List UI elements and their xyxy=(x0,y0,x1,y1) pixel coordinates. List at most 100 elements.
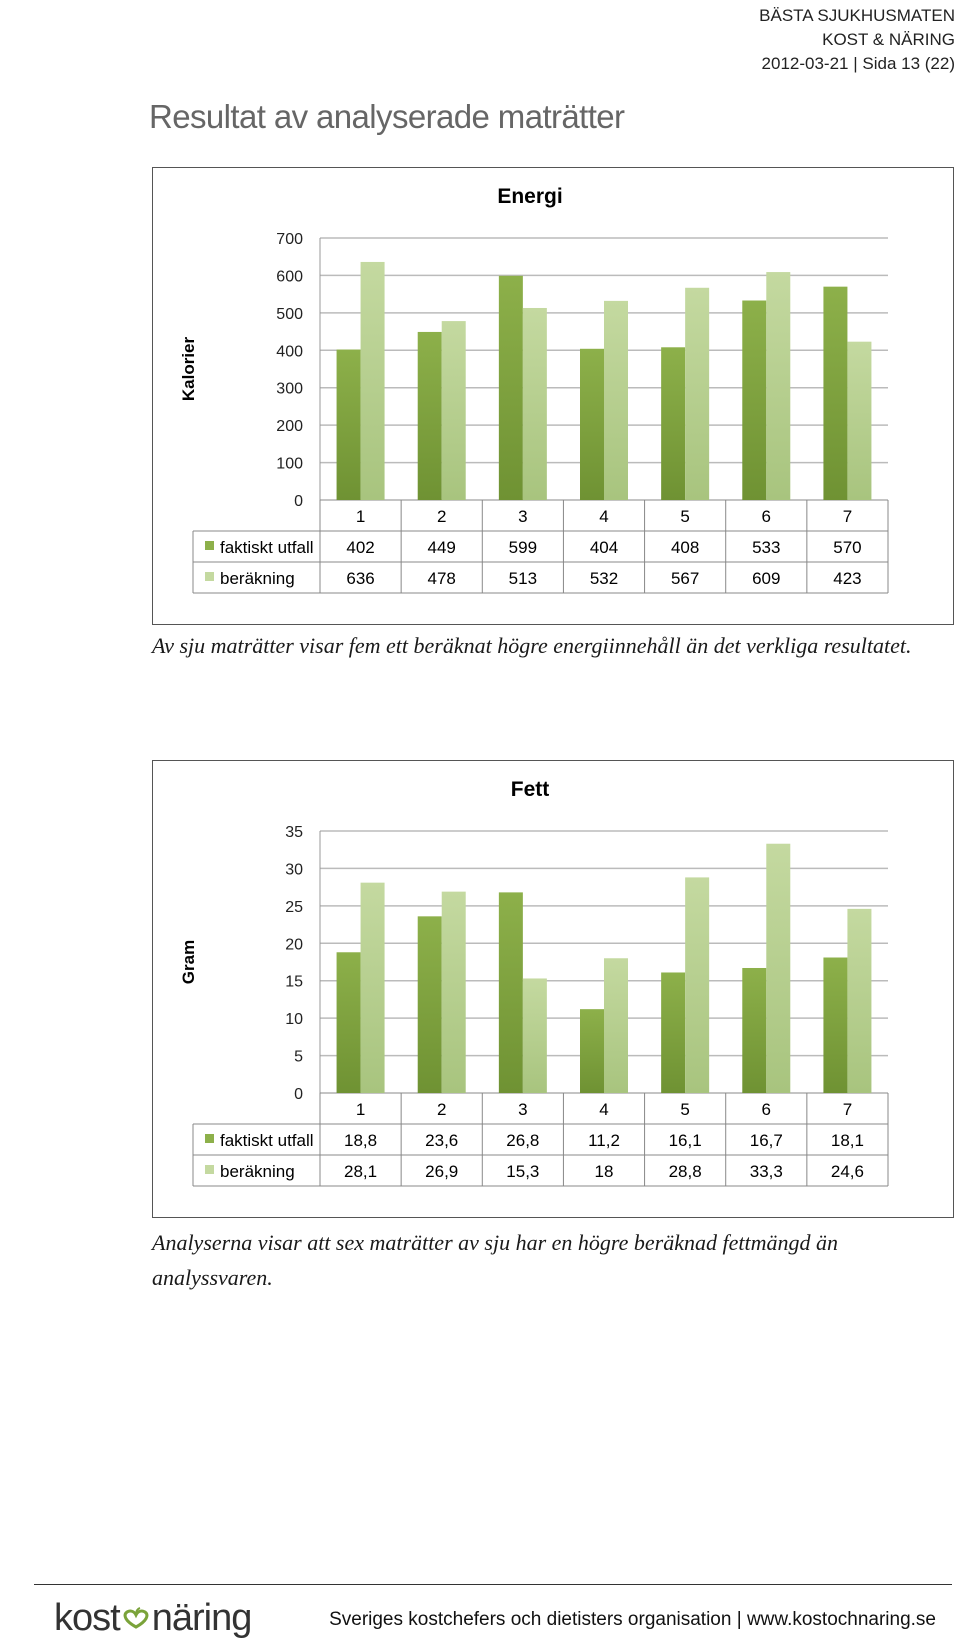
energi-bar-faktiskt xyxy=(580,348,604,500)
header-separator: | xyxy=(853,54,863,73)
energi-data-label: 636 xyxy=(346,569,374,588)
fett-y-axis-label: Gram xyxy=(179,940,198,984)
energi-x-category-label: 6 xyxy=(762,507,771,526)
fett-data-label: 26,9 xyxy=(425,1162,458,1181)
fett-y-tick-label: 5 xyxy=(294,1049,303,1066)
energi-data-label: 599 xyxy=(509,538,537,557)
energi-legend-swatch xyxy=(205,541,214,550)
header-date-page: 2012-03-21 | Sida 13 (22) xyxy=(759,52,955,76)
energi-data-label: 423 xyxy=(833,569,861,588)
fett-chart-svg: Fett Gram 0 5 10 15 20 25 30 35 1 2 3 4 5 6 7 faktiskt ut… xyxy=(179,778,889,1187)
footer-divider xyxy=(34,1584,952,1585)
energi-bar-faktiskt xyxy=(417,331,442,500)
fett-bar-faktiskt xyxy=(823,957,848,1093)
fett-legend-label: beräkning xyxy=(220,1162,295,1181)
energi-x-category-label: 1 xyxy=(356,507,365,526)
energi-data-label: 478 xyxy=(428,569,456,588)
fett-y-tick-label: 15 xyxy=(285,974,303,991)
energi-legend-label: beräkning xyxy=(220,569,295,588)
energi-y-tick-label: 300 xyxy=(276,381,303,398)
fett-bar-berakning xyxy=(441,891,466,1093)
energi-y-axis-label: Kalorier xyxy=(179,336,198,401)
fett-legend-label: faktiskt utfall xyxy=(220,1131,314,1150)
fett-data-label: 23,6 xyxy=(425,1131,458,1150)
fett-data-label: 18 xyxy=(595,1162,614,1181)
footer-url: www.kostochnaring.se xyxy=(746,1609,936,1630)
fett-legend-swatch xyxy=(205,1165,214,1174)
fett-x-category-label: 5 xyxy=(680,1100,689,1119)
header-org: BÄSTA SJUKHUSMATEN xyxy=(759,6,955,25)
energi-chart: Energi Kalorier 0 100 200 300 400 500 600 700 1 2 3 4… xyxy=(152,167,954,625)
fett-x-category-label: 4 xyxy=(599,1100,608,1119)
fett-y-tick-label: 30 xyxy=(285,861,303,878)
page-title: Resultat av analyserade maträtter xyxy=(149,98,625,135)
fett-chart: Fett Gram 0 5 10 15 20 25 30 35 1 2 3 4 5 6 7 faktiskt ut… xyxy=(152,760,954,1218)
energi-chart-svg: Energi Kalorier 0 100 200 300 400 500 600 700 1 2 3 4… xyxy=(179,185,889,594)
energi-bar-berakning xyxy=(847,341,872,500)
fett-bar-faktiskt xyxy=(661,972,686,1093)
energi-x-category-label: 2 xyxy=(437,507,446,526)
energi-bar-faktiskt xyxy=(823,286,848,500)
fett-x-category-label: 1 xyxy=(356,1100,365,1119)
energi-y-tick-label: 100 xyxy=(276,456,303,473)
fett-y-tick-label: 35 xyxy=(285,824,303,841)
energi-legend-swatch xyxy=(205,572,214,581)
fett-data-label: 16,7 xyxy=(750,1131,783,1150)
fett-data-label: 18,1 xyxy=(831,1131,864,1150)
fett-data-label: 16,1 xyxy=(669,1131,702,1150)
energi-bar-berakning xyxy=(441,321,466,500)
energi-bar-berakning xyxy=(766,272,791,500)
fett-bar-berakning xyxy=(604,958,628,1093)
energi-y-tick-label: 700 xyxy=(276,231,303,248)
logo-text-left: kost xyxy=(54,1597,121,1639)
energi-data-label: 609 xyxy=(752,569,780,588)
energi-data-label: 533 xyxy=(752,538,780,557)
energi-bar-berakning xyxy=(360,261,385,500)
logo-text-right: näring xyxy=(151,1597,253,1639)
fett-y-tick-label: 10 xyxy=(285,1011,303,1028)
fett-bar-faktiskt xyxy=(580,1009,604,1093)
energi-y-tick-label: 400 xyxy=(276,343,303,360)
energi-bar-berakning xyxy=(604,300,628,500)
fett-x-category-label: 2 xyxy=(437,1100,446,1119)
heart-apple-icon xyxy=(123,1606,149,1629)
energi-data-label: 532 xyxy=(590,569,618,588)
fett-caption: Analyserna visar att sex maträtter av sj… xyxy=(152,1230,838,1290)
energi-y-tick-label: 600 xyxy=(276,268,303,285)
energi-data-label: 449 xyxy=(428,538,456,557)
footer-separator: | xyxy=(736,1609,747,1630)
energi-legend-label: faktiskt utfall xyxy=(220,538,314,557)
fett-bar-faktiskt xyxy=(336,952,361,1093)
fett-data-label: 11,2 xyxy=(588,1131,620,1150)
fett-x-category-label: 6 xyxy=(762,1100,771,1119)
energi-x-category-label: 7 xyxy=(843,507,852,526)
fett-data-label: 15,3 xyxy=(506,1162,539,1181)
fett-y-tick-label: 20 xyxy=(285,936,303,953)
fett-bar-berakning xyxy=(522,978,547,1093)
energi-chart-title: Energi xyxy=(497,185,562,208)
fett-bar-faktiskt xyxy=(742,967,767,1093)
energi-data-label: 408 xyxy=(671,538,699,557)
energi-bar-berakning xyxy=(522,307,547,500)
fett-y-tick-label: 25 xyxy=(285,899,303,916)
energi-y-tick-label: 500 xyxy=(276,306,303,323)
energi-caption: Av sju maträtter visar fem ett beräknat … xyxy=(152,633,912,658)
energi-x-category-label: 4 xyxy=(599,507,608,526)
fett-data-label: 18,8 xyxy=(344,1131,377,1150)
energi-bar-faktiskt xyxy=(742,300,767,500)
header-dept: KOST & NÄRING xyxy=(822,30,955,49)
fett-data-label: 33,3 xyxy=(750,1162,783,1181)
fett-data-label: 28,1 xyxy=(344,1162,377,1181)
energi-data-label: 402 xyxy=(346,538,374,557)
energi-data-label: 567 xyxy=(671,569,699,588)
fett-chart-title: Fett xyxy=(511,778,550,801)
footer-info: Sveriges kostchefers och dietisters orga… xyxy=(329,1609,936,1631)
fett-bar-berakning xyxy=(360,882,385,1093)
fett-bar-berakning xyxy=(685,877,710,1093)
energi-data-label: 404 xyxy=(590,538,618,557)
document-header: BÄSTA SJUKHUSMATEN KOST & NÄRING 2012-03… xyxy=(759,4,955,76)
fett-bar-faktiskt xyxy=(498,892,523,1093)
kostochnaring-logo: kost näring xyxy=(54,1597,253,1640)
energi-y-tick-label: 200 xyxy=(276,418,303,435)
fett-bar-faktiskt xyxy=(417,916,442,1093)
